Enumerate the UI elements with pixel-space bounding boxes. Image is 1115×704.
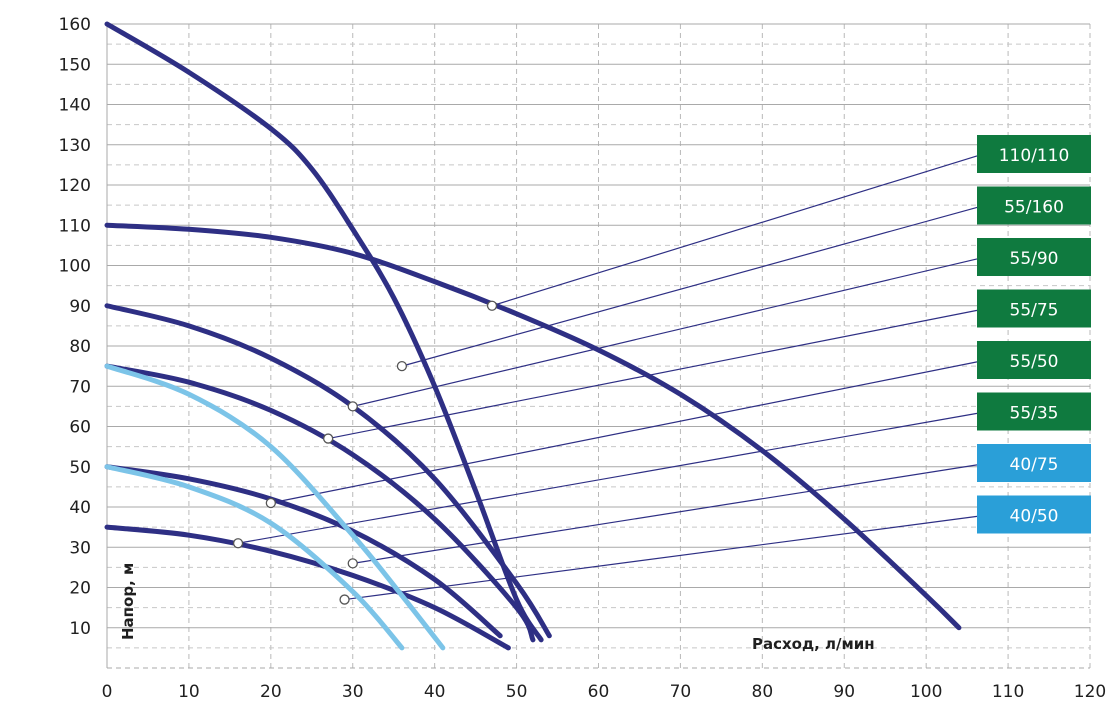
leader-line [401,206,978,367]
legend-box-55-50 [977,341,1091,379]
y-tick-label: 10 [69,619,91,639]
x-tick-label: 60 [588,682,610,702]
curve-55-160 [104,21,544,643]
leader-line [352,464,978,564]
x-tick-label: 120 [1074,682,1106,702]
marker-110-110 [486,300,498,311]
y-tick-label: 20 [69,579,91,599]
legend-box-40-75 [977,444,1091,482]
legend-label-55-50: 55/50 [1010,352,1059,372]
curve-55-90 [104,303,552,639]
y-tick-label: 90 [69,297,91,317]
grid [106,23,1091,669]
curve-55-50 [104,464,503,639]
marker-55-50 [265,497,276,509]
legend-box-55-35 [977,392,1091,431]
y-tick-label: 70 [69,377,91,397]
marker-55-160 [396,360,408,372]
y-tick-label: 140 [59,96,91,116]
curve-110-110 [104,222,962,631]
marker-55-90 [347,401,358,412]
y-tick-label: 80 [69,337,91,357]
x-tick-label: 20 [260,682,282,702]
pump-curves [104,21,962,651]
curve-55-35 [104,524,511,651]
y-tick-label: 110 [59,216,91,236]
y-tick-label: 150 [59,55,91,75]
legend-box-55-90 [977,238,1091,276]
x-tick-label: 40 [424,682,446,702]
y-tick-label: 40 [69,498,91,518]
x-tick-label: 80 [752,682,774,702]
y-axis: 10 20 30 40 50 60 70 80 90 100 110 120 130 140 150 160 [59,15,91,639]
legend-label-55-90: 55/90 [1010,249,1059,269]
x-tick-label: 0 [102,682,113,702]
x-axis: 0 10 20 30 40 50 60 70 80 90 100 110 120 [102,682,1107,702]
legend-box-55-75 [977,289,1091,328]
x-tick-label: 90 [833,682,855,702]
x-tick-label: 110 [992,682,1024,702]
legend: 110/110 55/160 55/90 55/75 55/50 55/35 40/75 40… [977,135,1091,534]
curve-markers [232,300,498,605]
y-tick-label: 160 [59,15,91,35]
x-tick-label: 70 [670,682,692,702]
legend-box-40-50 [977,495,1091,534]
y-tick-label: 30 [69,538,91,558]
leader-line [491,155,978,307]
y-tick-label: 120 [59,176,91,196]
leader-line [328,309,978,440]
y-tick-label: 130 [59,136,91,156]
legend-label-55-35: 55/35 [1010,404,1059,424]
y-axis-title: Напор, м [119,563,137,640]
y-tick-label: 60 [69,418,91,438]
x-tick-label: 10 [178,682,200,702]
legend-label-55-160: 55/160 [1004,198,1064,218]
marker-40-50 [339,594,350,605]
legend-label-40-75: 40/75 [1010,455,1059,475]
legend-label-55-75: 55/75 [1010,301,1059,321]
legend-box-55-160 [977,186,1091,225]
leader-line [352,258,978,407]
marker-55-75 [323,433,334,444]
x-tick-label: 100 [910,682,942,702]
marker-55-35 [232,538,244,549]
curve-40-50 [104,464,405,651]
x-tick-label: 50 [506,682,528,702]
legend-label-40-50: 40/50 [1010,507,1059,527]
legend-label-110-110: 110/110 [999,146,1070,166]
y-tick-label: 50 [69,458,91,478]
y-tick-label: 100 [59,257,91,277]
leader-line [344,515,978,601]
legend-box-110-110 [977,135,1091,173]
curve-40-75 [104,363,446,651]
curve-55-75 [104,363,536,643]
x-tick-label: 30 [342,682,364,702]
leader-line [237,412,978,544]
x-axis-title: Расход, л/мин [752,635,875,653]
marker-40-75 [347,558,358,569]
